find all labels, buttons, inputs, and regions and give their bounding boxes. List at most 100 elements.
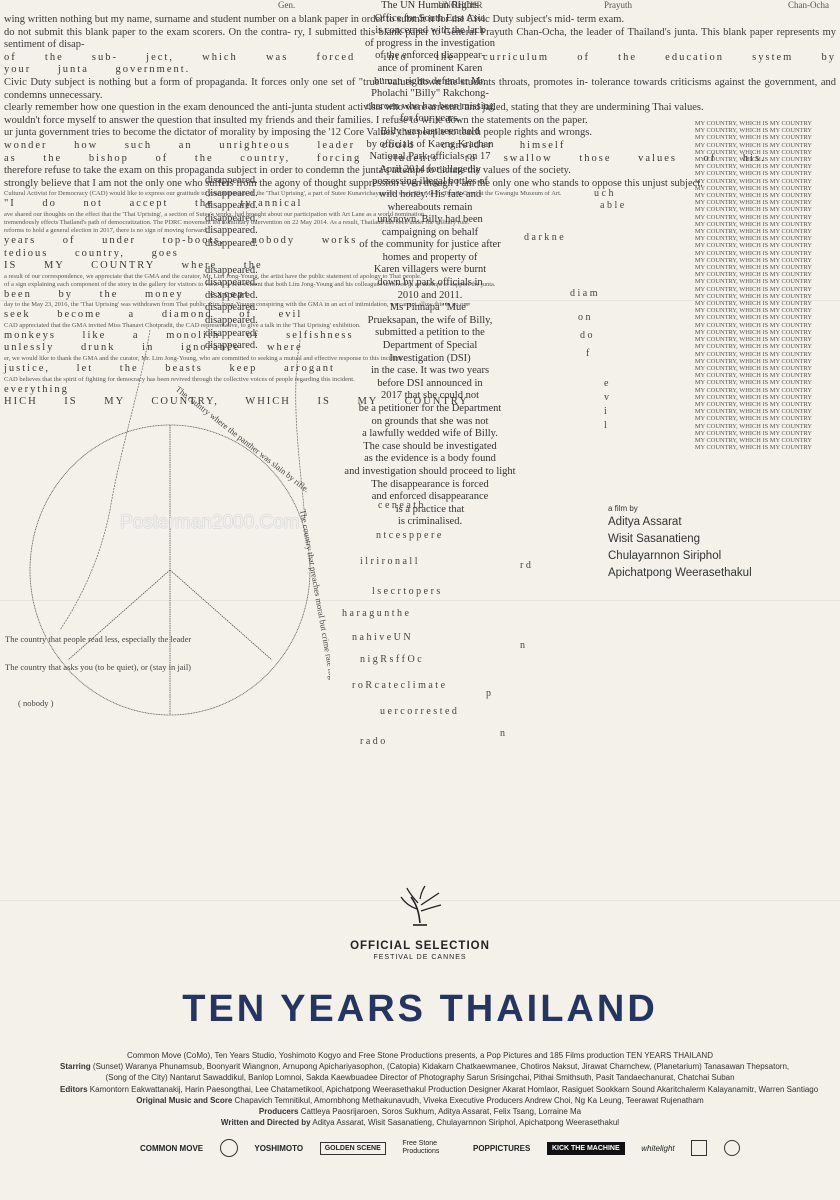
my-country-line: MY COUNTRY, WHICH IS MY COUNTRY (694, 292, 812, 300)
credit-line: (Song of the City) Nantarut Sawaddikul, … (60, 1072, 780, 1083)
center-line: of progress in the investigation (364, 37, 496, 49)
essay-line: Civic Duty subject is nothing but a form… (4, 76, 836, 101)
center-line: charoen who has been missing (365, 100, 495, 112)
essay-small-line: CAD appreciated that the GMA invited Mis… (4, 321, 361, 329)
director-name: Chulayarnnon Siriphol (608, 550, 722, 562)
logo-kick-the-machine: KICK THE MACHINE (546, 1141, 625, 1155)
my-country-line: MY COUNTRY, WHICH IS MY COUNTRY (694, 379, 812, 387)
center-line: is a practice that (395, 503, 465, 515)
center-line: as the evidence is a body found (364, 453, 496, 465)
logo-whitelight: whitelight (641, 1143, 675, 1153)
my-country-line: MY COUNTRY, WHICH IS MY COUNTRY (694, 278, 812, 286)
credit-label: Producers (258, 1107, 299, 1117)
center-line: Investigation (DSI) (389, 352, 471, 364)
logo-emblem-icon (691, 1140, 708, 1156)
center-line: a lawfully wedded wife of Billy. (362, 428, 498, 440)
center-line: and investigation should proceed to ligh… (344, 465, 516, 477)
center-line: 2010 and 2011. (397, 289, 463, 301)
essay-small-line: reforms to hold a general election in 20… (4, 226, 208, 234)
poem-line: seek become a diamond of evil (4, 309, 303, 321)
essay-small-line: CAD believes that the spirit of fighting… (4, 375, 355, 383)
center-line: on grounds that she was not (371, 415, 489, 427)
circle-label: The country that preaches moral but crim… (298, 509, 330, 730)
festival-label: FESTIVAL DE CANNES (373, 954, 467, 961)
disappeared-word: disappeared. (205, 264, 258, 276)
poem-line: IS MY COUNTRY where the (4, 260, 263, 272)
my-country-line: MY COUNTRY, WHICH IS MY COUNTRY (694, 141, 812, 149)
poem-line: monkeys like a monolith of selfishness (4, 329, 354, 341)
essay-line: wing written nothing but my name, surnam… (4, 14, 625, 25)
my-country-line: MY COUNTRY, WHICH IS MY COUNTRY (694, 372, 812, 380)
center-line: The disappearance is forced (371, 478, 489, 490)
essay-small-line: ave shared our thoughts on the effect th… (4, 210, 426, 218)
top-name: UNOHCHR (438, 0, 483, 10)
director-name: Apichatpong Weerasethakul (608, 567, 752, 579)
my-country-line: MY COUNTRY, WHICH IS MY COUNTRY (694, 156, 812, 164)
paper-crease (0, 900, 840, 901)
peace-sign-lines (67, 425, 273, 715)
my-country-line: MY COUNTRY, WHICH IS MY COUNTRY (694, 436, 812, 444)
wavy-line (295, 339, 306, 521)
essay-small-line: er, we would like to thank the GMA and t… (4, 355, 404, 363)
circle-label: The country that asks you (to be quiet),… (5, 662, 191, 672)
credit-line: Producers Cattleya Paosrijaroen, Soros S… (60, 1106, 780, 1117)
center-line: down by park officials in (377, 277, 483, 289)
paper-crease (0, 300, 840, 301)
center-line: whereabouts remain (387, 201, 473, 213)
my-country-line: MY COUNTRY, WHICH IS MY COUNTRY (694, 213, 812, 221)
my-country-line: MY COUNTRY, WHICH IS MY COUNTRY (694, 408, 812, 416)
my-country-line: MY COUNTRY, WHICH IS MY COUNTRY (694, 444, 812, 452)
my-country-line: MY COUNTRY, WHICH IS MY COUNTRY (694, 249, 812, 257)
essay-small-line: of a sign explaining each component of t… (4, 280, 496, 288)
credit-text: Aditya Assarat, Wisit Sasanatieng, Chula… (312, 1118, 620, 1128)
poem-line: been by the money except (4, 288, 250, 300)
poem-line: justice, let the beasts keep arrogant (4, 363, 335, 375)
disappeared-word: disappeared. (205, 237, 258, 249)
logo-row: COMMON MOVE YOSHIMOTO GOLDEN SCENE Free … (140, 1136, 740, 1160)
center-line: of the community for justice after (359, 239, 501, 251)
center-line: campaigning on behalf (381, 226, 479, 238)
center-line: before DSI announced in (377, 377, 483, 389)
top-name: Gen. (278, 0, 296, 10)
my-country-line: MY COUNTRY, WHICH IS MY COUNTRY (694, 184, 812, 192)
center-line: wild honey. His fate and (378, 188, 482, 200)
my-country-line: MY COUNTRY, WHICH IS MY COUNTRY (694, 393, 812, 401)
palm-d-or-icon (400, 885, 442, 926)
essay-small-line: day to the May 23, 2016, the 'Thai Upris… (4, 301, 469, 309)
my-country-line: MY COUNTRY, WHICH IS MY COUNTRY (694, 400, 812, 408)
disappeared-word: disappeared. (205, 314, 258, 326)
credit-line: Written and Directed by Aditya Assarat, … (60, 1117, 780, 1128)
my-country-line: MY COUNTRY, WHICH IS MY COUNTRY (694, 429, 812, 437)
top-name: Chan-Ocha (788, 0, 829, 10)
center-line: human rights defender Mr. (374, 75, 486, 87)
essay-line: ur junta government tries to become the … (4, 127, 592, 139)
poem-line: "I do not accept the tyrannical (4, 198, 303, 210)
official-selection-label: OFFICIAL SELECTION (350, 940, 490, 952)
center-line: Karen villagers were burnt (373, 264, 487, 276)
poem-line: unlessly drunk in ignorance where (4, 342, 303, 354)
my-country-line: MY COUNTRY, WHICH IS MY COUNTRY (694, 350, 812, 358)
my-country-line: MY COUNTRY, WHICH IS MY COUNTRY (694, 127, 812, 135)
my-country-line: MY COUNTRY, WHICH IS MY COUNTRY (694, 192, 812, 200)
credit-line: Original Music and Score Chapavich Temni… (60, 1095, 780, 1106)
center-line: possessing illegal bottles of (372, 176, 488, 188)
center-line: by officials of Kaeng Krachan (366, 138, 494, 150)
center-line: Office for South East Asia (374, 12, 486, 24)
center-line: 2017 that she could not (381, 390, 479, 402)
disappeared-word: disappeared. (205, 289, 258, 301)
center-line: Billy was last seen held (380, 125, 480, 137)
my-country-line: MY COUNTRY, WHICH IS MY COUNTRY (694, 285, 812, 293)
credits-block: Common Move (CoMo), Ten Years Studio, Yo… (60, 1050, 818, 1128)
credit-line: Starring (Sunset) Waranya Phunamsub, Boo… (60, 1061, 789, 1072)
my-country-line: MY COUNTRY, WHICH IS MY COUNTRY (694, 336, 812, 344)
logo-golden-scene: GOLDEN SCENE (319, 1141, 386, 1155)
my-country-line: MY COUNTRY, WHICH IS MY COUNTRY (694, 256, 812, 264)
my-country-line: MY COUNTRY, WHICH IS MY COUNTRY (694, 357, 812, 365)
essay-line: strongly believe that I am not the only … (4, 177, 703, 189)
center-line: ance of prominent Karen (377, 62, 483, 74)
director-name: Wisit Sasanatieng (608, 533, 701, 545)
my-country-line: MY COUNTRY, WHICH IS MY COUNTRY (694, 199, 812, 207)
center-line: submitted a petition to the (375, 327, 485, 339)
credit-label: Written and Directed by (220, 1118, 311, 1128)
